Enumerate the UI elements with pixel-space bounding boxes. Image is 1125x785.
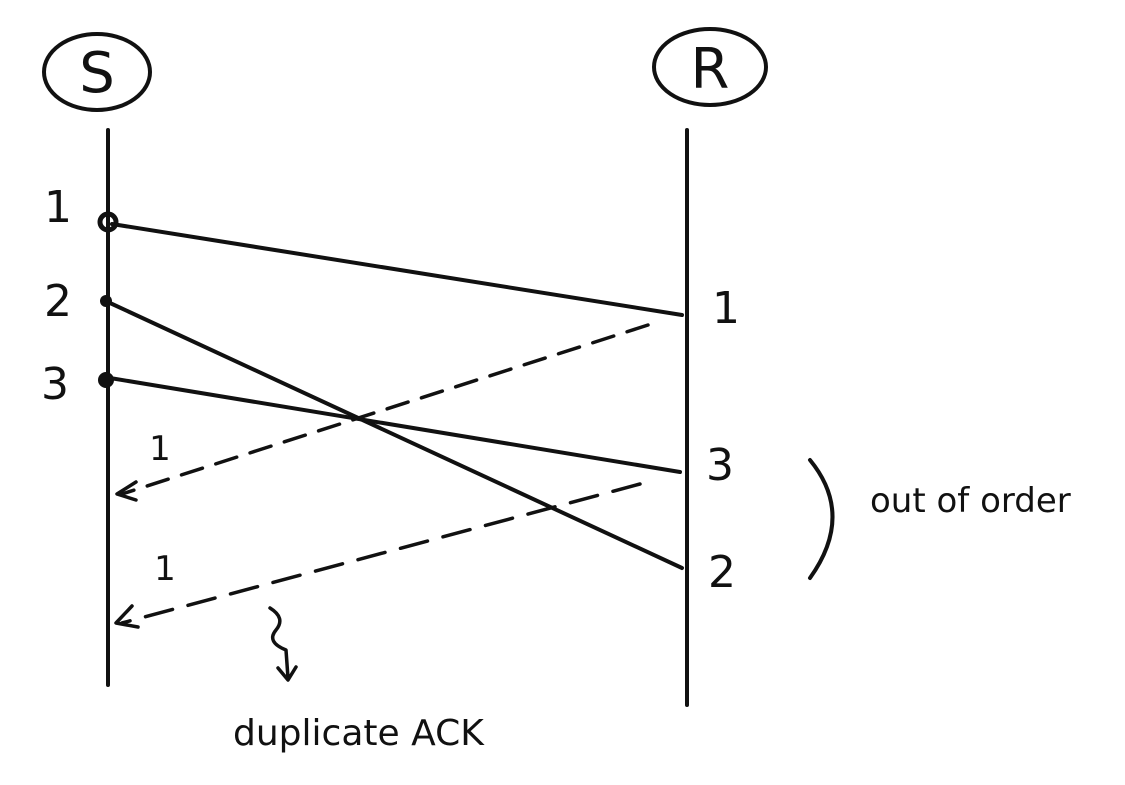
sender-node: S <box>42 32 152 112</box>
send-label-1: 1 <box>44 182 72 233</box>
send-dot-1 <box>97 211 119 233</box>
out-of-order-bracket <box>808 458 835 580</box>
duplicate-ack-pointer <box>268 606 290 680</box>
ack-2-arrowhead <box>114 604 140 629</box>
receiver-label: R <box>691 37 730 102</box>
receive-label-2: 2 <box>708 547 736 598</box>
sender-label: S <box>79 41 115 106</box>
receiver-circle <box>652 27 768 107</box>
packet-2-line <box>108 301 684 570</box>
send-label-3: 3 <box>41 359 69 410</box>
duplicate-ack-pointer-head <box>276 665 298 682</box>
out-of-order-label: out of order <box>870 481 1071 521</box>
packet-3-line <box>108 376 682 474</box>
ack-1-arrowhead <box>115 480 138 502</box>
ack-label-1: 1 <box>149 429 171 469</box>
sender-circle <box>42 32 152 112</box>
ack-1-line <box>120 323 650 496</box>
receive-label-3: 3 <box>706 440 734 491</box>
ack-label-2: 1 <box>154 549 176 589</box>
receiver-node: R <box>652 27 768 107</box>
packet-1-line <box>110 222 684 317</box>
send-label-2: 2 <box>44 276 72 327</box>
duplicate-ack-label: duplicate ACK <box>233 713 485 754</box>
ack-2-line <box>120 482 642 625</box>
receive-label-1: 1 <box>712 283 740 334</box>
